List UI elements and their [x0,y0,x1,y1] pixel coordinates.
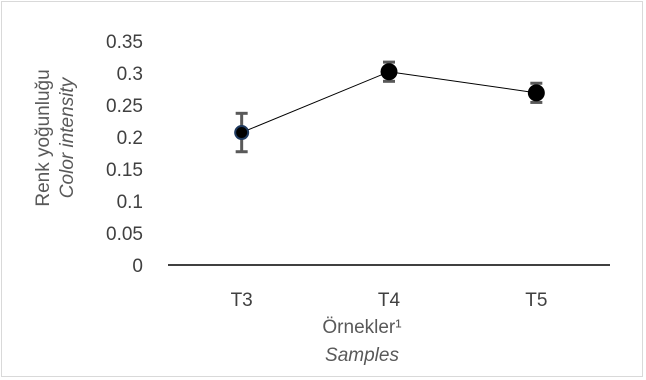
y-tick-label: 0.15 [106,160,143,181]
data-markers [234,63,545,141]
y-tick-label: 0.05 [106,224,143,245]
y-tick-labels: 0 0.05 0.1 0.15 0.2 0.25 0.3 0.35 [106,32,143,277]
x-axis-title: Örnekler¹ [322,317,401,338]
x-tick-labels: T3 T4 T5 [231,290,548,311]
y-tick-label: 0.2 [117,128,143,149]
y-tick-label: 0.3 [117,64,143,85]
y-axis-title-en: Color intensity [57,76,78,198]
y-tick-label: 0 [132,256,143,277]
y-tick-label: 0.35 [106,32,143,53]
x-tick-label: T3 [231,290,253,311]
x-tick-label: T5 [525,290,547,311]
data-point [380,63,398,81]
x-tick-label: T4 [378,290,401,311]
data-point [234,125,250,141]
y-tick-label: 0.25 [106,96,143,117]
data-point [527,84,545,102]
y-tick-label: 0.1 [117,192,143,213]
y-axis-title: Renk yoğunluğu [33,69,54,206]
x-axis-title-en: Samples [325,345,399,366]
